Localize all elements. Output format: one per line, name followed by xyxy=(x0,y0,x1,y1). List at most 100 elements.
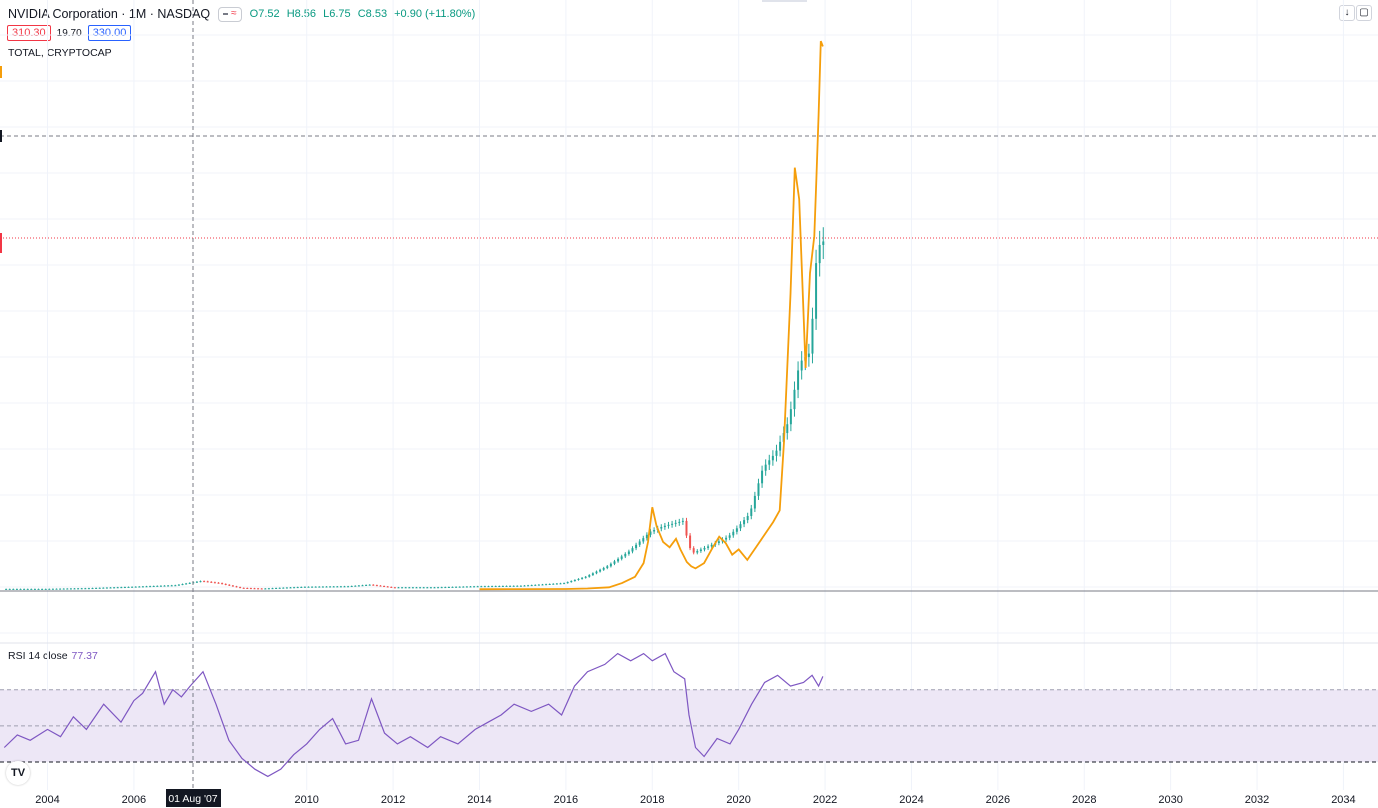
candle-body xyxy=(494,586,497,588)
ohlc-close: C8.53 xyxy=(357,8,388,20)
candle-body xyxy=(743,520,746,525)
candle-body xyxy=(246,587,249,589)
candle-body xyxy=(224,583,227,585)
candle-body xyxy=(548,584,551,586)
sell-price-button[interactable]: 310.30 xyxy=(7,25,51,41)
candle-body xyxy=(361,585,364,587)
candle-body xyxy=(203,581,206,583)
candle-body xyxy=(764,464,767,471)
buy-price-button[interactable]: 330.00 xyxy=(87,25,132,41)
candle-body xyxy=(386,586,389,588)
candle-body xyxy=(264,588,267,590)
symbol-title[interactable]: NVIDIA Corporation · 1M · NASDAQ xyxy=(8,7,211,21)
candle-body xyxy=(725,537,728,540)
candle-body xyxy=(707,546,710,548)
candle-body xyxy=(167,585,170,587)
candle-body xyxy=(303,586,306,588)
spread-value: 19.70 xyxy=(56,27,82,39)
candle-body xyxy=(271,588,274,590)
candle-body xyxy=(181,584,184,586)
x-tick-label: 2012 xyxy=(381,794,405,806)
candle-body xyxy=(674,522,677,524)
candle-body xyxy=(228,584,231,586)
rsi-label: RSI 14 close xyxy=(8,650,68,662)
candle-body xyxy=(267,588,270,590)
candle-body xyxy=(588,575,591,577)
candle-body xyxy=(653,529,656,532)
candle-body xyxy=(354,585,357,587)
candle-body xyxy=(62,588,65,590)
candle-body xyxy=(505,585,508,587)
compare-series-label[interactable]: TOTAL, CRYPTOCAP xyxy=(8,47,112,59)
candle-body xyxy=(185,583,188,585)
candle-body xyxy=(789,409,792,425)
maximize-icon[interactable]: ▢ xyxy=(1356,5,1372,21)
candle-body xyxy=(807,353,810,358)
ohlc-low: L6.75 xyxy=(323,8,351,20)
candle-body xyxy=(710,544,713,547)
candle-body xyxy=(77,588,80,590)
grid-lines xyxy=(0,0,1378,790)
candle-body xyxy=(527,585,530,587)
candle-body xyxy=(516,585,519,587)
candle-body xyxy=(591,573,594,576)
candle-body xyxy=(109,587,112,589)
candle-body xyxy=(627,551,630,554)
candle-body xyxy=(433,587,436,589)
candle-body xyxy=(199,581,202,583)
ohlc-high: H8.56 xyxy=(286,8,317,20)
candle-body xyxy=(761,470,764,484)
candle-body xyxy=(534,584,537,586)
chart-header: NVIDIA Corporation · 1M · NASDAQ ≈ O7.52… xyxy=(8,5,479,23)
crosshair-date-label: 01 Aug '07 xyxy=(168,793,217,805)
x-tick-label: 2020 xyxy=(726,794,750,806)
x-tick-label: 2004 xyxy=(35,794,59,806)
candle-body xyxy=(48,588,51,590)
candle-body xyxy=(570,581,573,583)
candle-body xyxy=(519,585,522,587)
candle-body xyxy=(541,584,544,586)
candle-body xyxy=(728,535,731,538)
indicator-toggle-pill[interactable]: ≈ xyxy=(218,6,242,22)
candle-body xyxy=(768,460,771,465)
candle-body xyxy=(131,586,134,588)
candle-body xyxy=(368,584,371,586)
candle-body xyxy=(69,588,72,590)
candle-body xyxy=(343,586,346,588)
candle-body xyxy=(206,581,209,583)
candle-body xyxy=(350,586,353,588)
candle-body xyxy=(411,587,414,589)
candle-body xyxy=(429,587,432,589)
candle-body xyxy=(620,556,623,559)
x-tick-label: 2028 xyxy=(1072,794,1096,806)
candle-body xyxy=(660,527,663,529)
rsi-legend[interactable]: RSI 14 close 77.37 xyxy=(8,650,98,662)
candle-body xyxy=(37,588,40,590)
candle-body xyxy=(95,587,98,589)
candle-body xyxy=(480,586,483,588)
x-tick-label: 2024 xyxy=(899,794,923,806)
candle-body xyxy=(800,360,803,371)
candle-body xyxy=(285,587,288,589)
x-tick-label: 2010 xyxy=(294,794,318,806)
candle-body xyxy=(383,586,386,588)
candle-body xyxy=(451,586,454,588)
candle-body xyxy=(235,586,238,588)
candle-body xyxy=(469,586,472,588)
candle-body xyxy=(275,588,278,590)
candle-body xyxy=(779,441,782,451)
candle-body xyxy=(379,585,382,587)
candle-body xyxy=(717,541,720,544)
candle-body xyxy=(408,587,411,589)
top-tab-handle[interactable] xyxy=(762,0,807,2)
candle-body xyxy=(23,588,26,590)
candle-body xyxy=(55,588,58,590)
x-tick-label: 2018 xyxy=(640,794,664,806)
candle-body xyxy=(293,587,296,589)
candle-body xyxy=(775,450,778,456)
candle-body xyxy=(566,582,569,584)
candle-body xyxy=(617,558,620,562)
tradingview-logo[interactable]: TV xyxy=(6,761,30,785)
candle-body xyxy=(105,587,108,589)
